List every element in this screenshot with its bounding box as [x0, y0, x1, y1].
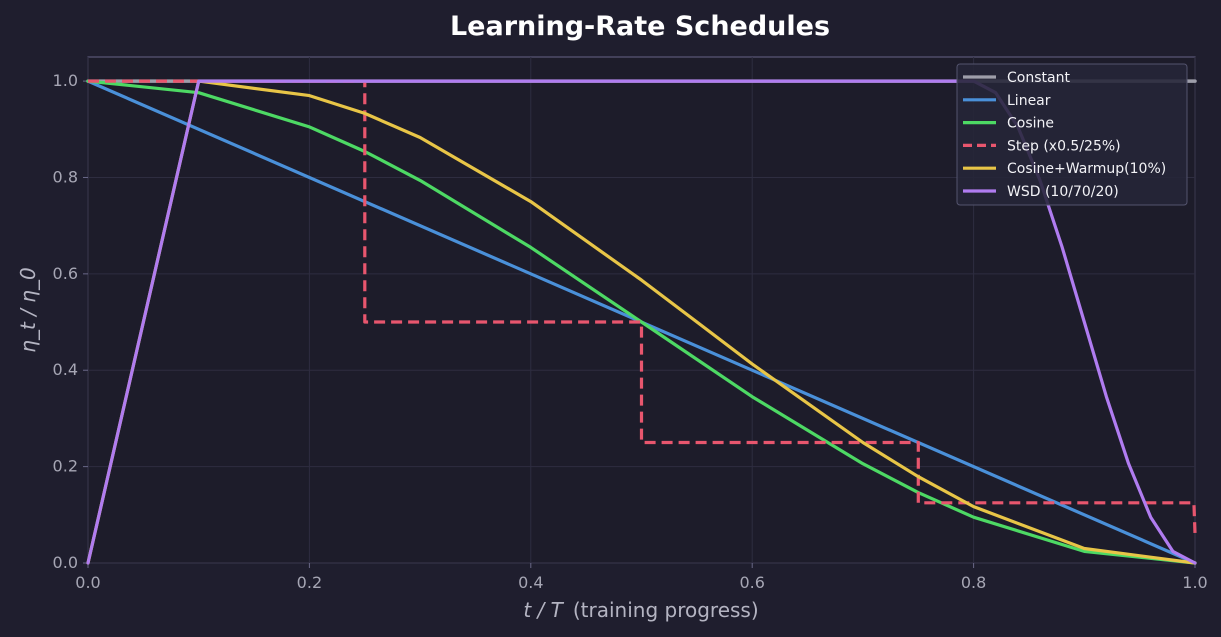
y-tick-label: 0.0	[53, 553, 78, 572]
x-axis-label-text: (training progress)	[573, 598, 759, 622]
y-tick-label: 1.0	[53, 71, 78, 90]
legend: Constant Linear Cosine Step (x0.5/25%) Cosin…	[956, 63, 1188, 206]
series-line-step-x0-5-25	[88, 79, 1197, 533]
legend-label: Linear	[1007, 93, 1051, 109]
legend-label: Constant	[1007, 70, 1070, 86]
x-tick-label: 0.6	[739, 573, 764, 592]
series-line-cosine	[86, 79, 1197, 565]
x-axis-label: t / T (training progress)	[523, 598, 758, 622]
x-axis-label-var: t / T	[523, 598, 564, 622]
legend-label: Cosine	[1007, 116, 1054, 132]
x-tick-label: 0.4	[518, 573, 543, 592]
x-tick-label: 0.8	[961, 573, 986, 592]
y-axis-label: η_t / η_0	[16, 267, 40, 352]
ticks: 0.0 0.2 0.4 0.6 0.8 1.0 0.0 0.2 0.4 0.6 0.8 1.0	[53, 71, 1208, 592]
legend-label: Step (x0.5/25%)	[1007, 138, 1121, 154]
series-line-cosine-warmup-10	[86, 79, 1197, 565]
y-tick-label: 0.2	[53, 457, 78, 476]
legend-box	[956, 63, 1188, 206]
x-tick-label: 1.0	[1182, 573, 1207, 592]
y-tick-label: 0.6	[53, 264, 78, 283]
x-tick-label: 0.2	[297, 573, 322, 592]
chart-title: Learning-Rate Schedules	[450, 11, 830, 42]
x-tick-label: 0.0	[75, 573, 100, 592]
legend-label: WSD (10/70/20)	[1007, 184, 1119, 200]
legend-label: Cosine+Warmup(10%)	[1007, 161, 1166, 177]
y-tick-label: 0.8	[53, 167, 78, 186]
y-tick-label: 0.4	[53, 360, 78, 379]
